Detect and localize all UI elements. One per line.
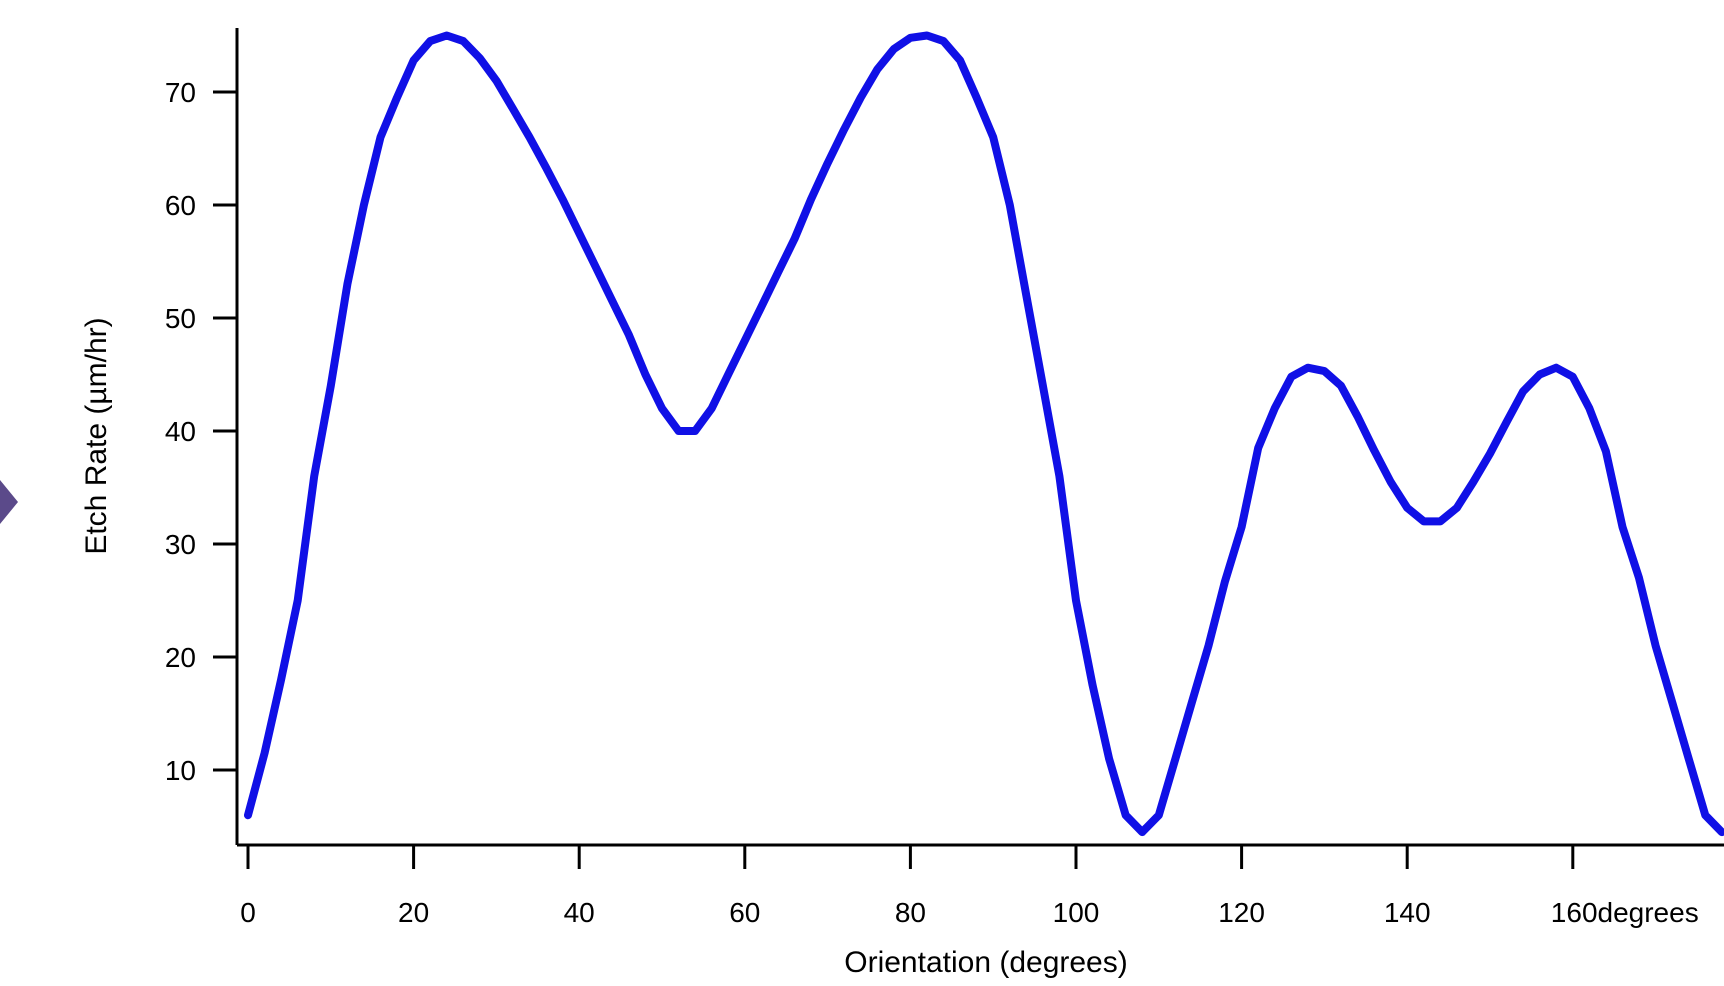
x-tick-label: 120 [1218, 897, 1265, 928]
left-edge-arrow-decoration [0, 480, 18, 524]
x-tick-label: 60 [729, 897, 760, 928]
y-tick-label: 10 [165, 755, 196, 786]
x-tick-label: 80 [895, 897, 926, 928]
y-tick-label: 70 [165, 77, 196, 108]
y-tick-label: 30 [165, 529, 196, 560]
y-axis-ticks: 10 20 30 40 50 60 70 [165, 77, 237, 786]
x-axis-title: Orientation (degrees) [844, 946, 1127, 979]
x-tick-label: 20 [398, 897, 429, 928]
x-tick-label: 40 [564, 897, 595, 928]
series-line [244, 31, 1724, 837]
y-axis-title: Etch Rate (µm/hr) [80, 317, 113, 554]
x-tick-label: 160degrees [1551, 897, 1699, 928]
y-tick-label: 60 [165, 190, 196, 221]
y-tick-label: 40 [165, 416, 196, 447]
x-axis-ticks: 0 20 40 60 80 100 120 140 160degrees [240, 845, 1699, 928]
y-tick-label: 20 [165, 642, 196, 673]
y-tick-label: 50 [165, 303, 196, 334]
x-tick-label: 100 [1053, 897, 1100, 928]
x-tick-label: 0 [240, 897, 256, 928]
x-tick-label: 140 [1384, 897, 1431, 928]
series-group [244, 31, 1724, 837]
